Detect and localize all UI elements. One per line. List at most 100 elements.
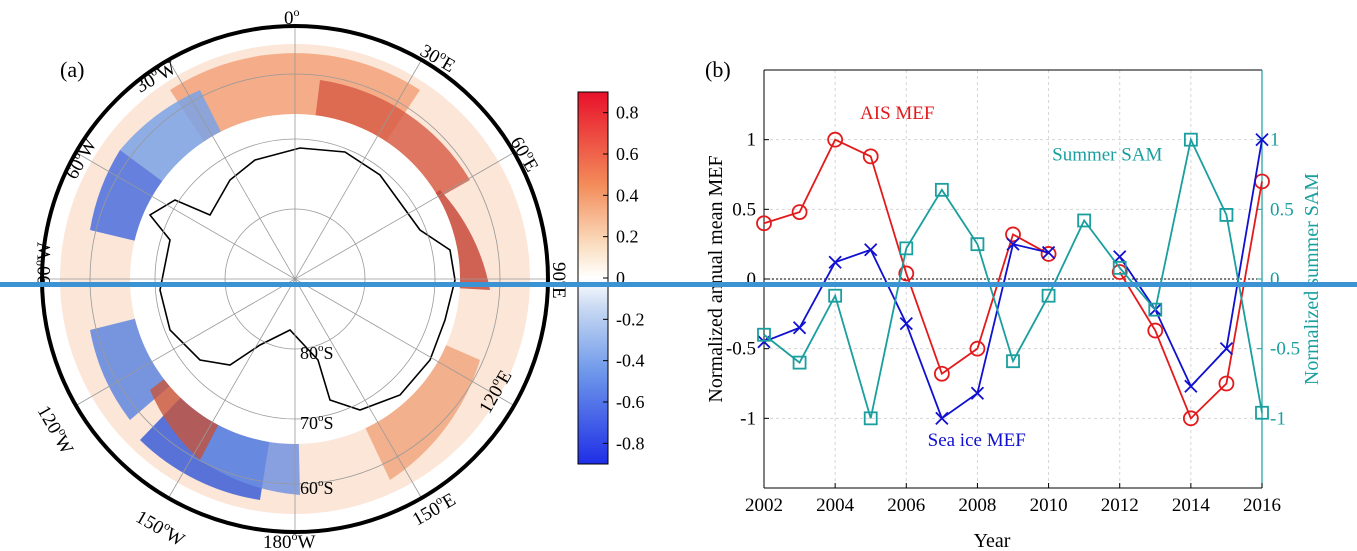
data-point-sea-ice-mef (1184, 379, 1198, 393)
data-point-summer-sam (970, 237, 985, 252)
lat-labels: 80oS 70oS 60oS (300, 342, 334, 498)
data-point-sea-ice-mef (828, 255, 842, 269)
x-tick-label: 2002 (745, 495, 783, 516)
data-point-summer-sam (1041, 288, 1056, 303)
series-annotation: Summer SAM (1052, 145, 1162, 166)
panel-b-label: (b) (705, 57, 731, 82)
data-point-ais-mef (756, 215, 772, 232)
y-tick-label: 0 (747, 269, 757, 290)
colorbar-tick-label: -0.8 (616, 433, 645, 453)
lon-label: 60oE (506, 132, 545, 176)
data-point-summer-sam (1112, 260, 1127, 275)
x-axis-label: Year (974, 530, 1011, 551)
panel-a-label: (a) (60, 57, 84, 82)
data-point-ais-mef (791, 204, 808, 221)
panel-a: (a) (31, 5, 645, 551)
colorbar: 0.8 0.6 0.4 0.2 0 -0.2 -0.4 -0.6 -0.8 (577, 91, 645, 465)
data-point-summer-sam (899, 241, 914, 256)
x-tick-label: 2006 (887, 495, 925, 516)
horizontal-overlay-line (0, 282, 1357, 287)
data-point-sea-ice-mef (792, 321, 807, 335)
data-point-summer-sam (1183, 132, 1198, 147)
lon-label: 120oW (33, 401, 80, 458)
series-line-summer-sam (763, 136, 1263, 419)
lon-label: 180oW (263, 529, 316, 551)
colorbar-tick-label: -0.2 (616, 309, 645, 329)
data-point-ais-mef (827, 131, 844, 148)
data-point-sea-ice-mef (1041, 245, 1056, 260)
colorbar-tick-label: 0 (616, 268, 625, 288)
data-point-sea-ice-mef (935, 411, 949, 425)
data-point-sea-ice-mef (1006, 237, 1020, 251)
series-annotation: AIS MEF (860, 103, 934, 124)
colorbar-tick-label: 0.4 (616, 185, 639, 205)
data-point-summer-sam (757, 327, 771, 342)
y2-tick-label: 0.5 (1270, 199, 1294, 220)
data-point-ais-mef (898, 265, 915, 282)
data-point-summer-sam (792, 355, 807, 370)
colorbar-tick-label: -0.6 (616, 392, 645, 412)
panel-b: (b) 2002 2004 2006 2008 2010 2012 2014 2016 1 0.5… (705, 57, 1323, 551)
y2-tick-label: 1 (1270, 130, 1280, 151)
y-tick-label: -0.5 (726, 339, 756, 360)
data-point-sea-ice-mef (1255, 133, 1269, 147)
lat-label: 80oS (300, 342, 334, 363)
y-tick-label: -1 (740, 408, 756, 429)
plot-area: 2002 2004 2006 2008 2010 2012 2014 2016 1 0.5 0 -0.… (726, 69, 1300, 516)
data-point-ais-mef (862, 148, 879, 165)
data-point-sea-ice-mef (1219, 342, 1234, 356)
data-point-sea-ice-mef (970, 386, 985, 400)
data-point-ais-mef (969, 340, 986, 357)
colorbar-tick-label: 0.2 (616, 227, 639, 247)
colorbar-tick-label: 0.6 (616, 144, 639, 164)
y-tick-label: 0.5 (732, 199, 756, 220)
series-annotation: Sea ice MEF (928, 430, 1026, 451)
data-point-ais-mef (1147, 322, 1164, 339)
lon-label: 30oE (416, 38, 460, 77)
lon-label: 150oE (408, 487, 460, 531)
map-frame (40, 24, 550, 534)
x-tick-label: 2016 (1243, 495, 1281, 516)
data-point-summer-sam (1219, 208, 1234, 222)
data-point-sea-ice-mef (1113, 250, 1127, 264)
y2-tick-label: -0.5 (1270, 339, 1300, 360)
lon-label: 150oW (132, 504, 189, 551)
data-point-ais-mef (1218, 375, 1235, 392)
lat-label: 60oS (300, 477, 334, 498)
x-tick-label: 2010 (1030, 495, 1068, 516)
y-axis-label: Normalized annual mean MEF (705, 155, 727, 402)
data-point-ais-mef (1111, 264, 1128, 280)
colorbar-ticks: 0.8 0.6 0.4 0.2 0 -0.2 -0.4 -0.6 -0.8 (603, 103, 645, 453)
data-point-summer-sam (863, 411, 878, 426)
series-line-ais-mef (1118, 181, 1263, 420)
y-tick-label: 1 (747, 130, 757, 151)
data-point-summer-sam (1077, 213, 1092, 228)
lon-grid (42, 26, 548, 532)
lon-label: 90oW (31, 242, 55, 285)
data-point-sea-ice-mef (864, 243, 878, 257)
data-point-summer-sam (828, 288, 843, 303)
x-tick-label: 2008 (958, 495, 996, 516)
lat-label: 70oS (300, 412, 334, 433)
x-tick-label: 2014 (1172, 495, 1211, 516)
y2-tick-label: -1 (1270, 408, 1286, 429)
data-point-summer-sam (1255, 405, 1269, 420)
x-tick-label: 2012 (1101, 495, 1139, 516)
colorbar-tick-label: 0.8 (616, 103, 639, 123)
series-line-ais-mef (763, 138, 1050, 376)
colorbar-tick-label: -0.4 (616, 351, 645, 371)
y2-tick-label: 0 (1270, 269, 1280, 290)
data-point-ais-mef (933, 365, 950, 382)
data-point-ais-mef (1005, 226, 1021, 243)
data-point-summer-sam (1148, 302, 1163, 317)
y2-axis-label: Normalized summer SAM (1301, 173, 1323, 385)
lon-label: 0o (284, 5, 300, 29)
lon-label: 90oE (548, 262, 572, 299)
data-point-summer-sam (1006, 354, 1020, 369)
data-point-ais-mef (1040, 246, 1057, 262)
data-point-sea-ice-mef (899, 316, 913, 331)
x-tick-label: 2004 (816, 495, 855, 516)
data-point-summer-sam (934, 182, 949, 197)
data-point-ais-mef (1182, 410, 1199, 427)
